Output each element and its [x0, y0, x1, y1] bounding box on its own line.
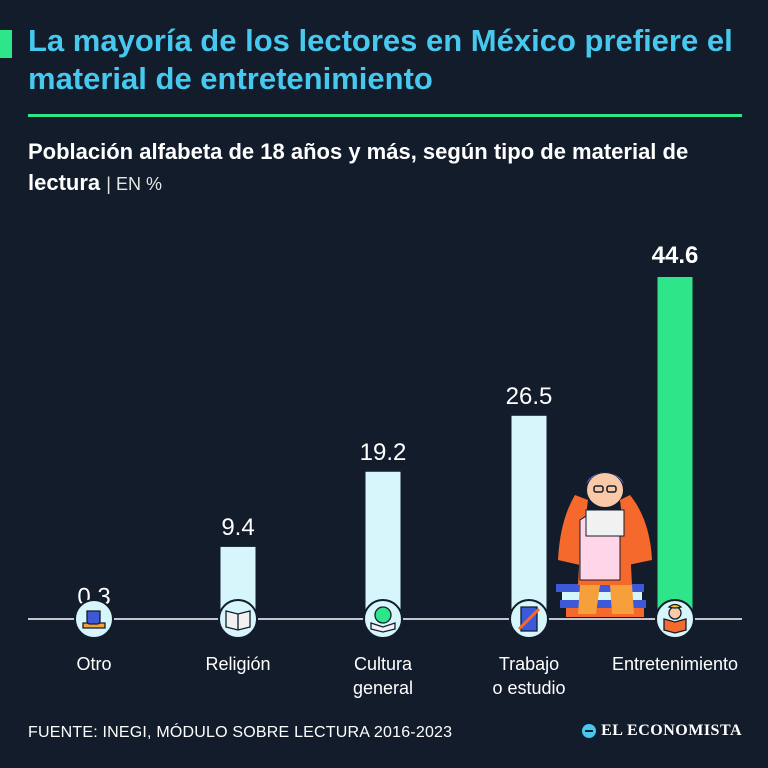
- category-label-line: o estudio: [492, 678, 565, 698]
- cup-shape: [86, 610, 101, 625]
- unit-label: | EN %: [106, 174, 162, 194]
- pencil-shape: [517, 607, 541, 631]
- category-label-line: Trabajo: [499, 654, 559, 674]
- title-accent-bar: [0, 30, 12, 58]
- girl-glasses-left: [593, 485, 604, 493]
- subtitle-text: Población alfabeta de 18 años y más, seg…: [28, 139, 689, 195]
- red-book-shape: [663, 618, 687, 634]
- category-label-line: Religión: [205, 654, 270, 674]
- globe-book-icon: [363, 599, 403, 639]
- study-book-icon: [509, 599, 549, 639]
- category-label-1: Otro: [76, 654, 111, 674]
- bar-entretenimiento: [657, 277, 693, 619]
- category-label-4: Trabajo o estudio: [492, 654, 565, 698]
- category-label-2: Religión: [205, 654, 270, 674]
- category-label-line: Entretenimiento: [612, 654, 738, 674]
- open-book-icon: [218, 599, 258, 639]
- reading-girl-illustration: [556, 472, 652, 617]
- girl-left-foot: [578, 585, 600, 614]
- child-hair: [667, 603, 683, 609]
- coffee-book-icon: [74, 599, 114, 639]
- child-reading-icon: [655, 599, 695, 639]
- book-shape: [370, 622, 396, 633]
- category-label-line: general: [353, 678, 413, 698]
- book-stack-bottom: [566, 608, 644, 617]
- category-label-3: Cultura general: [353, 654, 413, 698]
- value-label-2: 9.4: [221, 514, 254, 541]
- girl-book: [585, 509, 625, 537]
- book-stack-top: [556, 584, 644, 592]
- category-label-line: Cultura: [354, 654, 413, 674]
- book-stack-low: [560, 600, 646, 608]
- value-label-3: 19.2: [360, 439, 407, 466]
- category-label-line: Otro: [76, 654, 111, 674]
- page-title: La mayoría de los lectores en México pre…: [28, 23, 733, 96]
- girl-right-foot: [610, 585, 634, 614]
- source-note: FUENTE: INEGI, MÓDULO SOBRE LECTURA 2016…: [28, 724, 453, 741]
- value-label-5: 44.6: [652, 242, 699, 269]
- brand-icon: [582, 724, 597, 738]
- globe-shape: [374, 606, 392, 624]
- title-divider: [28, 114, 742, 117]
- girl-glasses-right: [606, 485, 617, 493]
- bar-trabajo-o-estudio: [511, 415, 547, 619]
- book-stack-mid: [562, 592, 642, 600]
- chart-subtitle: Población alfabeta de 18 años y más, seg…: [28, 136, 748, 200]
- bar-cultura-general: [365, 471, 401, 619]
- girl-face: [587, 473, 623, 507]
- value-label-4: 26.5: [506, 383, 553, 410]
- category-label-5: Entretenimiento: [612, 654, 738, 674]
- brand-logo: EL ECONOMISTA: [582, 722, 742, 740]
- brand-name: EL ECONOMISTA: [601, 722, 742, 739]
- girl-hair-top: [586, 472, 624, 484]
- child-head: [668, 606, 682, 620]
